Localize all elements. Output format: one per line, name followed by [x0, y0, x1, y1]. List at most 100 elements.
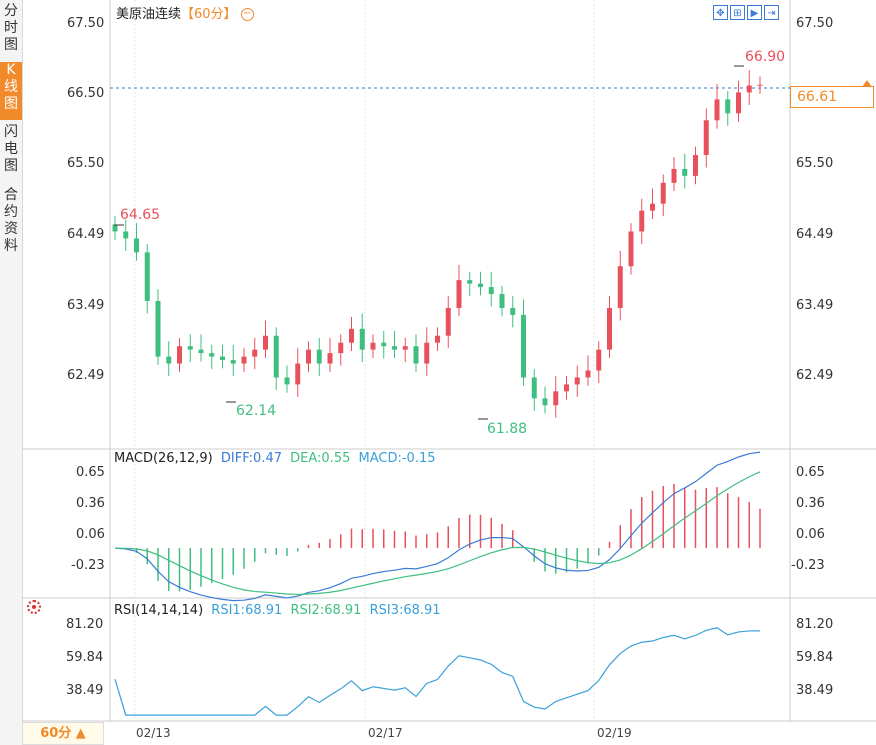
candle-body [220, 356, 225, 361]
fullscreen-icon[interactable]: ✥ [713, 5, 728, 20]
candle-body [488, 287, 494, 295]
tab-kline[interactable]: K线图 [0, 62, 22, 120]
rsi-name: RSI(14,14,14) [114, 603, 204, 618]
candle-body [617, 266, 623, 308]
candle-body [112, 224, 118, 232]
zoom-chart-icon[interactable]: ⊞ [730, 5, 745, 20]
macd-tick-left: 0.06 [76, 527, 105, 542]
candle-body [144, 252, 150, 301]
candle-body [746, 85, 752, 93]
rsi-tick-left: 59.84 [66, 650, 104, 665]
candle-body [166, 356, 172, 364]
candle-body [392, 346, 397, 350]
current-price-value: 66.61 [797, 89, 838, 105]
date-label: 02/19 [597, 726, 632, 740]
macd-diff-label: DIFF:0.47 [220, 451, 282, 466]
candle-body [628, 231, 634, 267]
date-label: 02/13 [136, 726, 171, 740]
instrument-name: 美原油连续 [116, 7, 182, 22]
candle-body [542, 398, 548, 406]
rsi-tick-left: 38.49 [66, 683, 104, 698]
macd-diff-line [114, 451, 761, 602]
price-tick-left: 62.49 [67, 368, 105, 383]
price-tick-left: 67.50 [67, 16, 105, 31]
candle-body [650, 203, 655, 211]
candle-body [531, 377, 537, 399]
candle-body [413, 346, 419, 364]
candle-body [252, 349, 258, 357]
candle-body [338, 342, 344, 354]
macd-tick-right: 0.36 [796, 496, 825, 511]
candle-body [349, 328, 354, 343]
rsi3-label: RSI3:68.91 [369, 603, 441, 618]
tab-time-share[interactable]: 分时图 [0, 3, 22, 60]
candle-body [424, 342, 430, 364]
price-tick-right: 63.49 [796, 298, 834, 313]
period-label: 【60分】 [181, 7, 237, 22]
candle-body [499, 294, 505, 308]
tab-flash-chart[interactable]: 闪电图 [0, 124, 22, 181]
sun-icon[interactable] [27, 600, 41, 614]
candle-body [564, 384, 569, 392]
macd-macd-label: MACD:-0.15 [358, 451, 436, 466]
candle-body [327, 353, 333, 364]
macd-tick-right: 0.06 [796, 527, 825, 542]
candle-body [241, 356, 247, 364]
candle-body [402, 346, 408, 350]
rsi-header: RSI(14,14,14) RSI1:68.91 RSI2:68.91 RSI3… [114, 603, 441, 618]
candle-body [316, 349, 322, 364]
candle-body [671, 168, 677, 183]
macd-dea-label: DEA:0.55 [290, 451, 351, 466]
low-annotation-right: 61.88 [487, 421, 528, 437]
chart-title: 美原油连续【60分】 − [116, 3, 254, 22]
macd-tick-left: 0.65 [76, 465, 105, 480]
price-tick-right: 62.49 [796, 368, 834, 383]
price-tick-left: 63.49 [67, 298, 105, 313]
macd-header: MACD(26,12,9) DIFF:0.47 DEA:0.55 MACD:-0… [114, 451, 435, 466]
candle-body [381, 342, 387, 347]
candle-body [757, 84, 763, 86]
candle-body [736, 92, 741, 114]
candle-body [198, 349, 204, 354]
candle-body [284, 377, 290, 385]
candle-body [359, 328, 365, 350]
candle-body [693, 155, 698, 176]
candle-body [445, 307, 451, 336]
high-annotation: 66.90 [745, 49, 786, 65]
candle-body [574, 377, 580, 385]
sidebar: 分时图 K线图 闪电图 合约资料 [0, 0, 23, 745]
candle-body [521, 314, 526, 378]
candle-body [295, 363, 301, 385]
macd-dea-line [114, 471, 761, 596]
candle-body [467, 280, 473, 284]
candle-body [510, 307, 516, 315]
candle-body [596, 349, 602, 371]
rsi-tick-right: 81.20 [796, 617, 834, 632]
candle-body [607, 307, 612, 350]
candle-body [553, 391, 559, 406]
candle-body [585, 370, 591, 378]
candle-body [273, 335, 279, 378]
high-annotation-left: 64.65 [120, 207, 161, 223]
rsi2-label: RSI2:68.91 [290, 603, 362, 618]
candle-body [370, 342, 376, 350]
price-tick-left: 65.50 [67, 156, 105, 171]
macd-histogram [125, 483, 761, 592]
tab-contract-info[interactable]: 合约资料 [0, 187, 22, 263]
candle-body [682, 168, 688, 176]
circle-minus-icon[interactable]: − [240, 8, 254, 21]
price-tick-right: 67.50 [796, 16, 834, 31]
candle-body [123, 231, 129, 239]
macd-tick-right: 0.65 [796, 465, 825, 480]
rsi-tick-right: 38.49 [796, 683, 834, 698]
candle-body [155, 300, 161, 357]
candle-body [177, 346, 182, 364]
candle-body [230, 360, 236, 364]
play-icon[interactable]: ▶ [747, 5, 762, 20]
period-select-button[interactable]: 60分 ▲ [22, 722, 104, 745]
step-forward-icon[interactable]: ⇥ [764, 5, 779, 20]
candles-group [112, 70, 763, 418]
macd-tick-left: -0.23 [71, 558, 105, 573]
rsi-line [114, 627, 761, 716]
